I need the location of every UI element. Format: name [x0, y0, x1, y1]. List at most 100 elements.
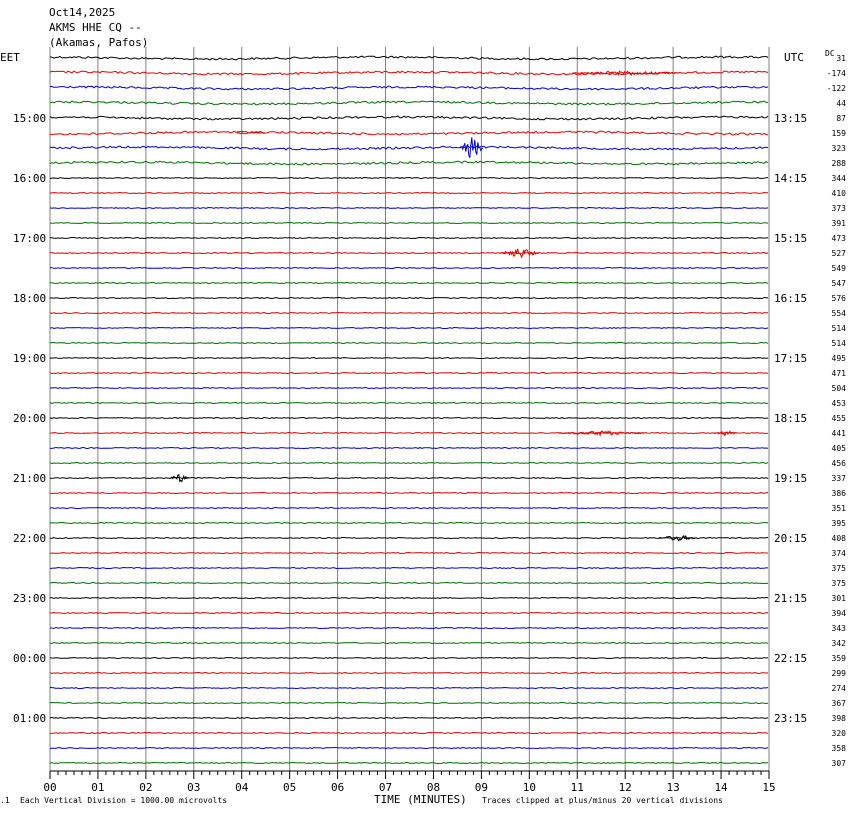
eet-hour-label: 15:00 [13, 112, 46, 125]
trace-row-36 [49, 596, 769, 600]
dc-offset-label: 359 [832, 654, 847, 663]
dc-offset-label: 358 [832, 744, 847, 753]
event-7 [658, 534, 697, 542]
dc-offset-label: 514 [832, 339, 847, 348]
trace-row-8 [49, 176, 769, 180]
x-tick-label: 08 [427, 781, 440, 794]
trace-row-23 [49, 401, 768, 405]
trace-row-40 [49, 656, 769, 660]
dc-offset-label: 159 [832, 129, 847, 138]
eet-hour-label: 19:00 [13, 352, 46, 365]
location-label: (Akamas, Pafos) [49, 36, 148, 49]
trace-row-13 [50, 251, 769, 255]
event-1 [236, 131, 266, 135]
dc-offset-label: 307 [832, 759, 847, 768]
x-tick-label: 12 [619, 781, 632, 794]
trace-row-44 [49, 716, 769, 720]
dc-offset-label: 405 [832, 444, 847, 453]
dc-offset-label: 549 [832, 264, 847, 273]
trace-row-34 [49, 566, 769, 570]
trace-row-11 [50, 221, 769, 225]
trace-row-27 [49, 461, 769, 465]
trace-row-33 [49, 551, 769, 555]
trace-row-10 [49, 206, 769, 210]
dc-offset-label: 31 [836, 54, 846, 63]
x-tick-label: 14 [714, 781, 728, 794]
dc-offset-label: 274 [832, 684, 847, 693]
dc-offset-label: 495 [832, 354, 847, 363]
trace-row-4 [49, 115, 769, 121]
trace-row-12 [50, 236, 768, 240]
event-2 [459, 137, 484, 158]
eet-hour-label: 22:00 [13, 532, 46, 545]
footer-marker: .1 [0, 796, 10, 805]
trace-row-21 [49, 371, 769, 375]
station-label: AKMS HHE CQ -- [49, 21, 142, 34]
trace-row-14 [49, 266, 769, 270]
dc-offset-label: 374 [832, 549, 847, 558]
eet-hour-label: 21:00 [13, 472, 46, 485]
x-tick-label: 11 [571, 781, 584, 794]
dc-offset-label: -174 [827, 69, 846, 78]
dc-offset-label: 320 [832, 729, 847, 738]
right-timezone-label: UTC [784, 51, 804, 64]
utc-hour-label: 18:15 [774, 412, 807, 425]
trace-row-0 [49, 55, 769, 61]
x-tick-label: 01 [91, 781, 104, 794]
dc-offset-label: 554 [832, 309, 847, 318]
trace-row-19 [49, 341, 769, 345]
trace-row-42 [49, 686, 769, 690]
utc-hour-label: 20:15 [774, 532, 807, 545]
trace-row-35 [49, 581, 769, 585]
trace-row-9 [49, 191, 768, 195]
trace-row-32 [49, 536, 769, 540]
dc-offset-label: 527 [832, 249, 847, 258]
utc-hour-label: 23:15 [774, 712, 807, 725]
dc-offset-label: 44 [836, 99, 846, 108]
eet-hour-labels: 15:00 16:00 17:00 18:00 19:00 20:00 21:00 22:00… [13, 112, 46, 725]
utc-hour-label: 21:15 [774, 592, 807, 605]
x-tick-label: 00 [43, 781, 56, 794]
trace-row-41 [49, 671, 769, 675]
eet-hour-label: 01:00 [13, 712, 46, 725]
event-4 [558, 430, 645, 437]
eet-hour-label: 16:00 [13, 172, 46, 185]
dc-offset-label: 547 [832, 279, 847, 288]
x-tick-label: 06 [331, 781, 344, 794]
minute-grid [49, 47, 770, 771]
x-tick-label: 10 [523, 781, 536, 794]
trace-row-16 [49, 296, 769, 300]
x-tick-label: 15 [762, 781, 775, 794]
x-axis-title: TIME (MINUTES) [374, 793, 467, 806]
trace-row-7 [49, 160, 769, 166]
trace-row-3 [49, 100, 769, 106]
trace-row-26 [50, 446, 769, 450]
trace-rows [49, 55, 769, 765]
left-timezone-label: EET [0, 51, 20, 64]
dc-offset-label: 391 [832, 219, 847, 228]
x-tick-label: 02 [139, 781, 152, 794]
trace-row-38 [49, 626, 768, 630]
trace-row-28 [49, 476, 769, 480]
eet-hour-label: 23:00 [13, 592, 46, 605]
dc-offset-label: 301 [832, 594, 847, 603]
dc-offset-label: 375 [832, 579, 847, 588]
dc-offset-label: 408 [832, 534, 847, 543]
trace-row-37 [49, 611, 769, 615]
utc-hour-labels: 13:15 14:15 15:15 16:15 17:15 18:15 19:15 20:15… [774, 112, 807, 725]
x-axis: 00 01 02 03 04 05 06 07 08 09 10 11 12 13 14 15 [43, 770, 776, 794]
dc-offset-label: -122 [827, 84, 846, 93]
trace-row-2 [49, 85, 769, 91]
dc-offset-label: 473 [832, 234, 847, 243]
trace-row-15 [49, 281, 769, 285]
event-3 [500, 248, 539, 259]
dc-offset-label: 386 [832, 489, 847, 498]
trace-row-6 [49, 145, 769, 151]
trace-row-30 [49, 506, 769, 510]
trace-row-46 [49, 746, 769, 750]
utc-hour-label: 13:15 [774, 112, 807, 125]
trace-row-39 [49, 641, 769, 645]
dc-offset-label: 398 [832, 714, 847, 723]
trace-row-43 [49, 701, 769, 705]
